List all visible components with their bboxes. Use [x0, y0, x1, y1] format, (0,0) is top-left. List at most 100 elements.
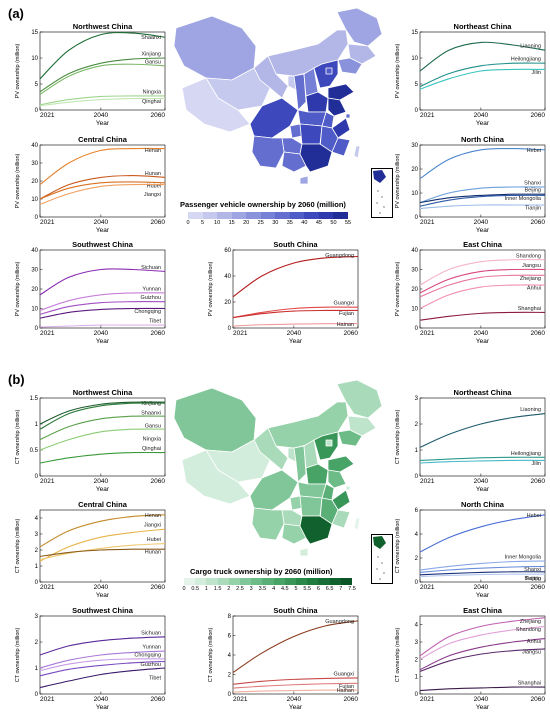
x-tick-label: 2040	[94, 478, 109, 485]
series-label: Chongqing	[134, 309, 161, 315]
map-region-guangxi	[281, 523, 307, 545]
map-region-heilongjiang	[336, 379, 383, 419]
map-region-yunnan	[251, 507, 285, 541]
series-line-gansu	[39, 415, 166, 441]
series-line-beijing	[419, 571, 546, 576]
pv-legend-tick: 20	[243, 220, 250, 226]
chart-title: East China	[463, 606, 503, 615]
chart-svg: North China 0 10 20 30 2021 2040 2060 Year PV own…	[395, 135, 546, 234]
series-label: Shanghai	[518, 681, 541, 687]
ct-legend-swatch-14	[340, 578, 353, 585]
y-tick-label: 1.5	[30, 396, 39, 402]
y-tick-label: 0	[415, 326, 419, 332]
y-tick-label: 0	[228, 692, 232, 698]
pv-legend-tick: 10	[214, 220, 221, 226]
y-axis-label: PV ownership (million)	[208, 261, 214, 316]
series-line-shandong	[419, 259, 546, 286]
ct-legend-tick: 4	[272, 586, 276, 592]
series-label: Anhui	[527, 639, 541, 645]
series-label: Tibet	[149, 676, 161, 682]
series-label: Tibet	[149, 319, 161, 325]
map-region-shaanxi	[293, 73, 307, 111]
series-label: Jilin	[532, 461, 541, 467]
chart-title: Southwest China	[72, 240, 134, 249]
x-tick-label: 2021	[40, 112, 55, 119]
series-line-guangxi	[232, 677, 359, 685]
x-tick-label: 2060	[151, 478, 166, 485]
series-label: Guangdong	[325, 619, 354, 625]
y-tick-label: 2	[415, 556, 419, 562]
chart-title: North China	[461, 135, 505, 144]
series-label: Shanxi	[524, 567, 541, 573]
x-tick-label: 2021	[420, 478, 435, 485]
series-line-heilongjiang	[419, 62, 546, 88]
y-tick-label: 0	[35, 326, 39, 332]
ct-legend-swatch-7	[262, 578, 274, 585]
y-tick-label: 1	[415, 675, 419, 681]
series-line-qinghai	[39, 97, 166, 107]
map-region-jiangsu	[327, 97, 347, 117]
series-line-yunnan	[39, 650, 166, 669]
x-tick-label: 2021	[420, 584, 435, 591]
series-line-fujian	[232, 682, 359, 689]
y-tick-label: 4	[415, 623, 419, 629]
map-region-guangxi	[281, 151, 307, 173]
y-tick-label: 0	[35, 474, 39, 480]
series-line-liaoning	[419, 413, 546, 448]
ct-legend-swatch-9	[284, 578, 297, 585]
series-label: Yunnan	[142, 286, 161, 292]
series-label: Zhejiang	[520, 276, 541, 282]
ct-legend-swatch-1	[195, 578, 207, 585]
series-line-hunan	[39, 548, 166, 557]
y-tick-label: 40	[31, 248, 38, 254]
x-tick-label: 2040	[94, 112, 109, 119]
y-tick-label: 10	[31, 56, 38, 62]
x-axis-label: Year	[476, 592, 490, 599]
x-tick-label: 2021	[420, 330, 435, 337]
ct-legend-swatch-0	[184, 578, 196, 585]
pv-legend-tick: 0	[186, 220, 190, 226]
series-line-guangdong	[232, 620, 359, 674]
map-region-shanghai	[345, 485, 351, 491]
series-label: Gansu	[145, 424, 161, 430]
ct-legend-swatch-4	[228, 578, 241, 585]
ct-legend-tick: 7	[339, 586, 343, 592]
chart-title: South China	[273, 606, 318, 615]
y-tick-label: 20	[411, 287, 418, 293]
series-label: Tianjin	[525, 206, 541, 212]
chart-pv-north: North China 0 10 20 30 2021 2040 2060 Year PV own…	[392, 133, 550, 237]
series-line-jiangxi	[39, 183, 166, 205]
series-label: Guizhou	[141, 662, 162, 668]
x-tick-label: 2060	[344, 696, 359, 703]
pv-legend-swatch-5	[260, 212, 276, 219]
chart-title: Northwest China	[73, 388, 133, 397]
series-line-qinghai	[39, 451, 166, 464]
x-axis-label: Year	[289, 704, 303, 711]
y-axis-label: PV ownership (million)	[15, 153, 21, 208]
series-line-hubei	[39, 543, 166, 561]
series-line-jilin	[419, 459, 546, 464]
chart-title: East China	[463, 240, 503, 249]
ct-legend-swatch-10	[296, 578, 308, 585]
y-axis-label: CT ownership (million)	[395, 628, 401, 683]
y-tick-label: 15	[411, 30, 418, 36]
series-line-shanghai	[419, 686, 546, 692]
series-label: Shaanxi	[141, 411, 161, 417]
series-label: Guangdong	[325, 253, 354, 259]
series-line-shanxi	[419, 186, 546, 204]
ct-legend-tick: 3	[249, 586, 253, 592]
map-region-beijing	[325, 439, 333, 447]
series-label: Jilin	[532, 70, 541, 76]
y-axis-label: CT ownership (million)	[208, 628, 214, 683]
chart-ct-north: North China 0 2 4 6 2021 2040 2060 Year CT owners…	[392, 498, 550, 602]
y-tick-label: 2	[228, 673, 232, 679]
series-label: Jiangxi	[144, 192, 161, 198]
series-line-jiangsu	[419, 648, 546, 672]
chart-frame	[419, 615, 546, 695]
chart-title: Northeast China	[454, 388, 513, 397]
y-tick-label: 3	[35, 532, 39, 538]
y-tick-label: 1	[415, 448, 419, 454]
chart-frame	[39, 31, 166, 111]
x-axis-label: Year	[476, 120, 490, 127]
